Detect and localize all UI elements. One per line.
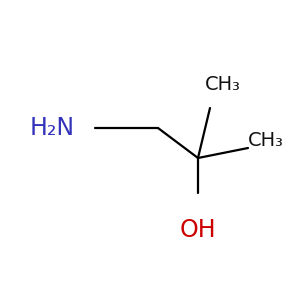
Text: CH₃: CH₃ (205, 76, 241, 94)
Text: H₂N: H₂N (30, 116, 75, 140)
Text: OH: OH (180, 218, 216, 242)
Text: CH₃: CH₃ (248, 130, 284, 149)
